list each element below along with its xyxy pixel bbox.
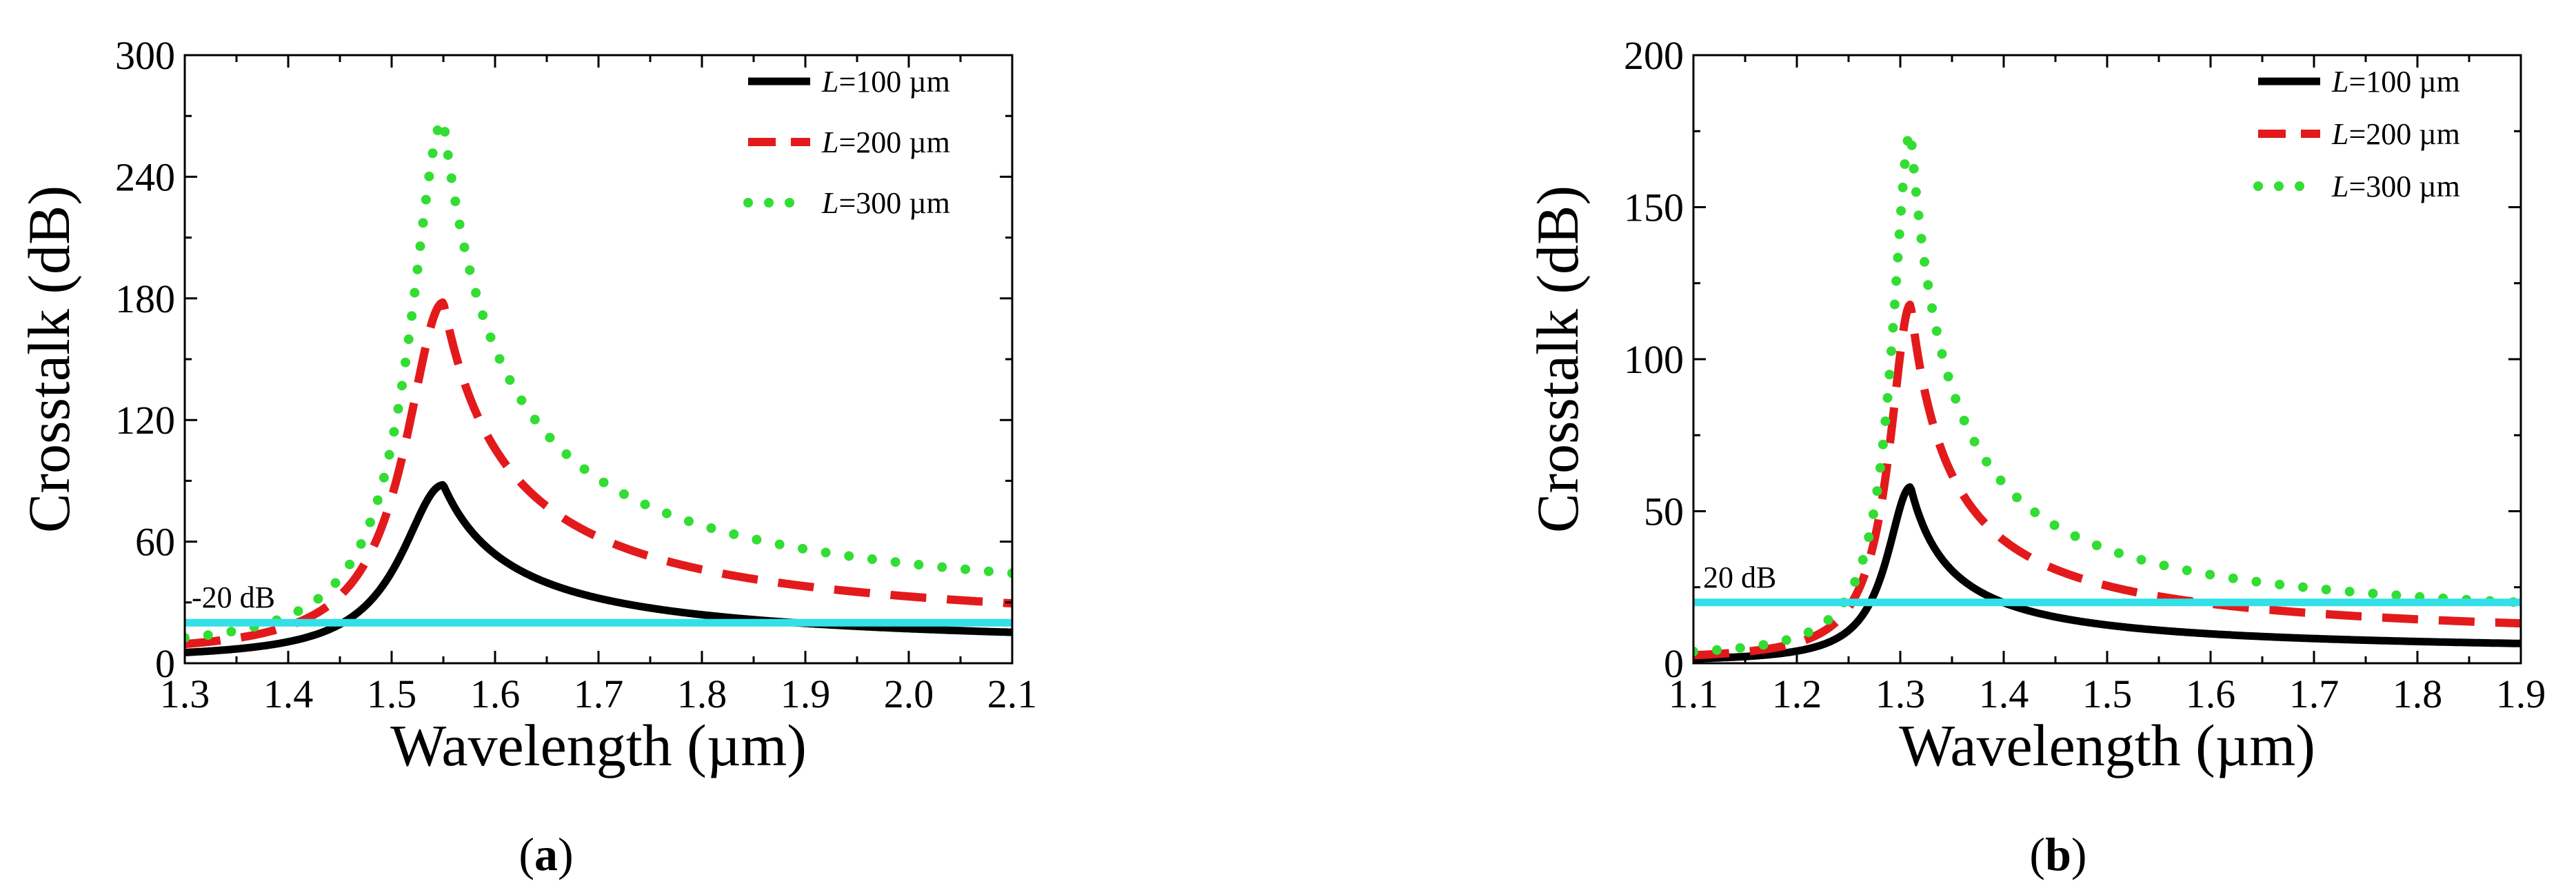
x-tick-label: 1.8 [2393,672,2443,716]
legend-label-italic: L [2331,65,2348,99]
y-tick-label: 120 [115,398,175,443]
legend-label-italic: L [821,125,838,159]
legend: L=100 µmL=200 µmL=300 µm [2253,65,2460,203]
legend-label-3: L=300 µm [821,186,950,220]
x-tick-label: 1.9 [781,672,831,716]
panel-label-close: ) [558,828,574,880]
panel-label: (b) [2029,828,2086,880]
x-tick-label: 1.3 [1875,672,1926,716]
legend-label-rest: =100 µm [2348,65,2459,99]
legend-label-italic: L [821,186,838,220]
x-tick-label: 1.4 [263,672,314,716]
series-line-1 [185,481,1012,656]
panel-label-letter: a [534,828,558,880]
series-line-3 [185,115,1012,643]
x-axis-title: Wavelength (µm) [390,712,807,778]
legend-label-3: L=300 µm [2331,170,2460,203]
y-tick-label: 0 [155,641,175,686]
y-tick-label: 0 [1664,641,1684,686]
data-series-group [185,115,1012,656]
panel-label-letter: b [2045,828,2071,880]
y-tick-label: 50 [1644,490,1684,534]
x-tick-label: 1.1 [1669,672,1719,716]
y-tick-label: 150 [1624,185,1684,230]
legend-label-italic: L [821,65,838,99]
x-tick-label: 1.7 [574,672,624,716]
legend-label-rest: =200 µm [2348,117,2459,151]
legend-label-italic: L [2331,170,2348,203]
y-tick-label: 60 [135,520,175,565]
panel-label: (a) [519,828,573,880]
legend-label-rest: =100 µm [838,65,949,99]
x-tick-label: 1.5 [2082,672,2133,716]
y-tick-label: 200 [1624,33,1684,78]
threshold-label: -20 dB [192,581,275,614]
series-line-2 [185,298,1012,649]
legend-label-italic: L [2331,117,2348,151]
legend-label-1: L=100 µm [2331,65,2460,99]
x-tick-label: 2.1 [987,672,1038,716]
y-tick-label: 240 [115,154,175,199]
legend-label-2: L=200 µm [2331,117,2460,151]
y-axis-title: Crosstalk (dB) [1525,185,1591,533]
data-series-group [1693,126,2521,663]
x-tick-label: 1.6 [470,672,521,716]
legend-label-rest: =300 µm [2348,170,2459,203]
series-line-3 [1693,126,2521,656]
x-tick-label: 1.6 [2186,672,2236,716]
series-line-1 [1693,483,2521,663]
x-tick-label: 1.4 [1979,672,2029,716]
panel-label-close: ) [2071,828,2087,880]
x-tick-label: 1.2 [1772,672,1822,716]
y-tick-label: 180 [115,276,175,321]
legend-label-2: L=200 µm [821,125,950,159]
legend-label-rest: =200 µm [838,125,949,159]
threshold-label: 20 dB [1703,561,1776,594]
x-tick-label: 1.7 [2289,672,2339,716]
legend-label-1: L=100 µm [821,65,950,99]
panel-b-chart: 20 dB 1.1 1.2 1.3 1.4 1.5 1.6 1.7 1.8 1.9 0 50 100 15… [1525,33,2546,880]
x-tick-label: 2.0 [884,672,934,716]
y-axis-title: Crosstalk (dB) [16,185,82,533]
x-tick-label: 1.5 [367,672,417,716]
panel-a-chart: -20 dB 1.3 1.4 1.5 1.6 1.7 1.8 1.9 2.0 2.1 0 60 120 1… [16,33,1037,880]
x-axis-title: Wavelength (µm) [1899,712,2315,778]
legend: L=100 µmL=200 µmL=300 µm [743,65,950,220]
x-tick-label: 1.8 [677,672,727,716]
legend-label-rest: =300 µm [838,186,949,220]
y-tick-label: 100 [1624,337,1684,382]
y-tick-label: 300 [115,33,175,78]
x-tick-label: 1.9 [2496,672,2546,716]
panel-label-open: ( [519,828,534,880]
panel-label-open: ( [2029,828,2045,880]
series-line-2 [1693,301,2521,660]
x-tick-label: 1.3 [160,672,210,716]
